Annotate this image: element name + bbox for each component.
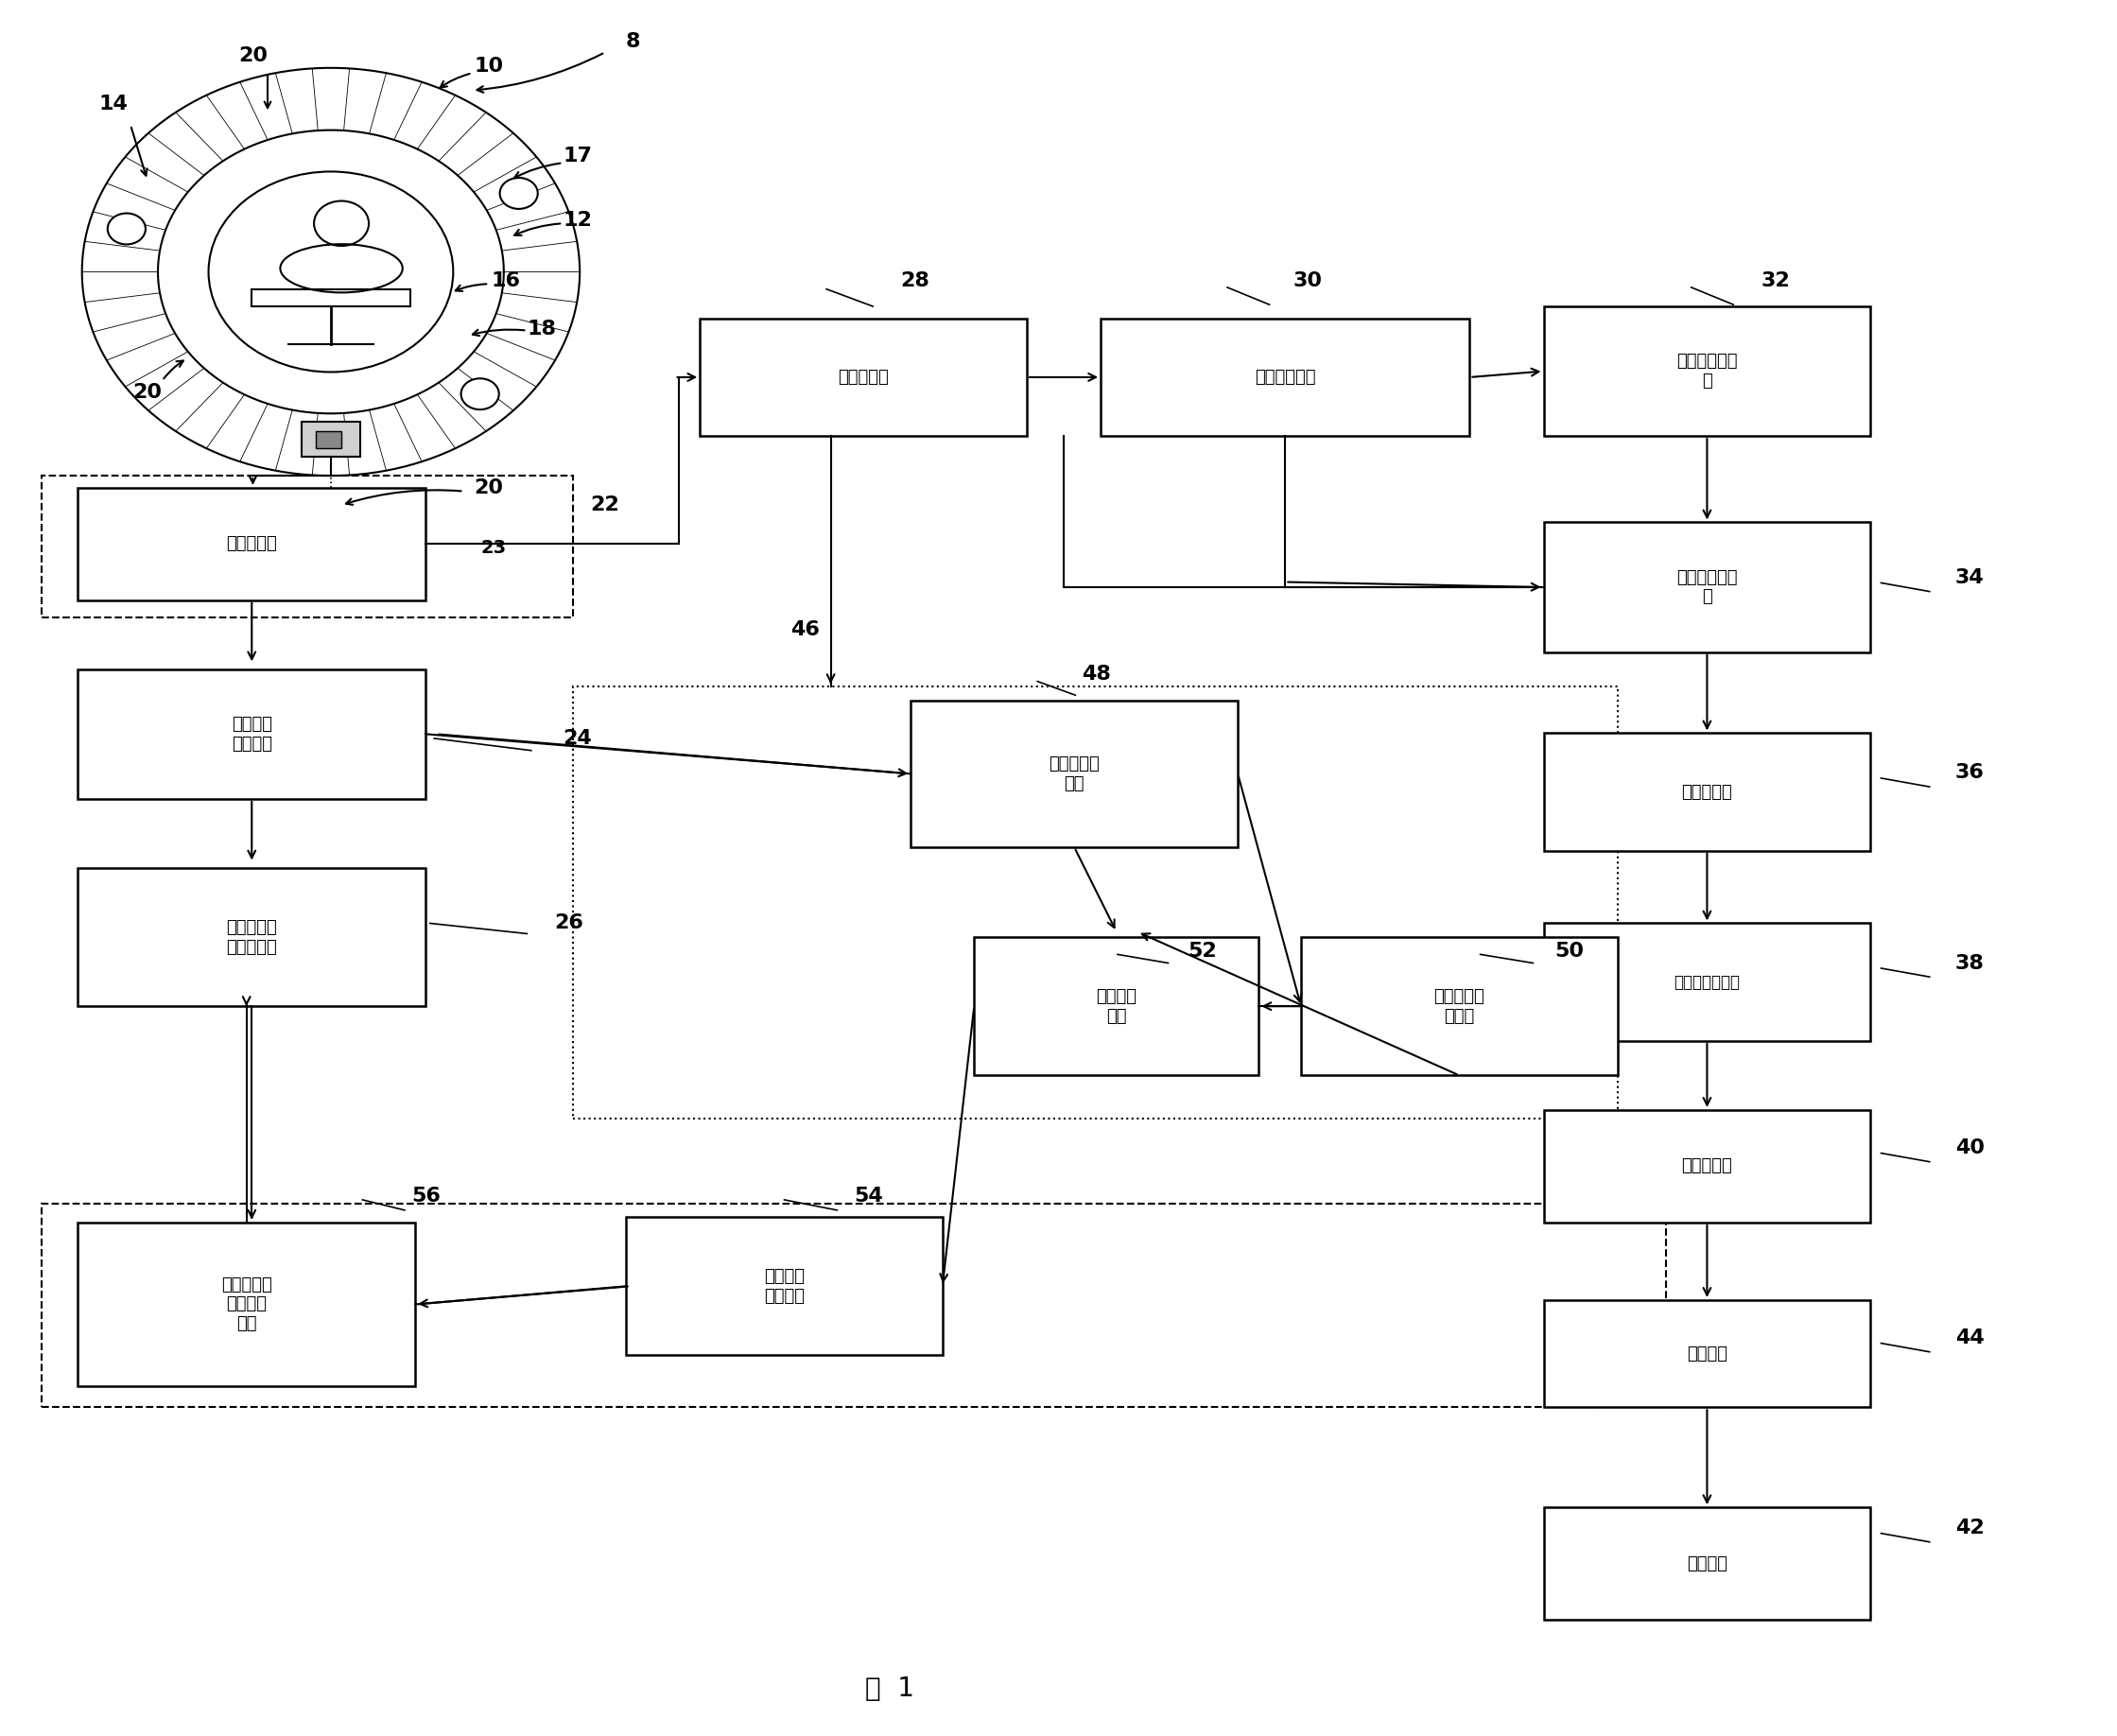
Text: 24: 24 [563,729,593,748]
Bar [1543,523,1871,653]
Text: 10: 10 [474,57,504,76]
Text: 48: 48 [1082,665,1111,684]
Text: 34: 34 [1956,568,1984,587]
Text: 44: 44 [1956,1328,1984,1347]
Text: 42: 42 [1956,1519,1984,1538]
Bar [1543,306,1871,436]
Text: 14: 14 [99,95,129,113]
Bar [1302,937,1617,1075]
Text: 50: 50 [1554,941,1584,960]
Text: 飞行时间检测
器: 飞行时间检测 器 [1677,352,1738,389]
Text: 图  1: 图 1 [866,1675,915,1701]
Text: 时间校准存
储器处理器: 时间校准存 储器处理器 [227,918,277,955]
Text: 38: 38 [1954,953,1984,972]
Text: 重建处理器: 重建处理器 [1681,783,1732,800]
Text: 更新时间校
准存储器
程序: 更新时间校 准存储器 程序 [220,1276,271,1333]
Text: 40: 40 [1954,1139,1984,1158]
Bar [1543,1507,1871,1620]
Text: 20: 20 [237,47,267,66]
Bar [78,1222,415,1387]
Text: 检测时间
校正器件: 检测时间 校正器件 [231,715,273,752]
Text: 12: 12 [563,210,593,229]
Text: 视频处理器: 视频处理器 [1681,1158,1732,1175]
Text: 23: 23 [481,540,506,557]
Text: 符合检测器: 符合检测器 [838,368,889,385]
Text: 52: 52 [1188,941,1217,960]
Text: 36: 36 [1954,764,1984,783]
Circle shape [108,214,146,245]
Text: 20: 20 [133,384,163,403]
Bar [1543,1300,1871,1408]
Text: 20: 20 [474,479,504,496]
Text: 8: 8 [625,33,639,52]
Bar [252,290,411,306]
Bar [1543,924,1871,1042]
Bar [78,868,426,1007]
Circle shape [462,378,500,410]
Bar [1101,318,1469,436]
Circle shape [500,177,538,208]
Text: 射线分段处理
器: 射线分段处理 器 [1677,569,1738,606]
Text: 符合对存储器: 符合对存储器 [1255,368,1317,385]
Bar [42,476,574,618]
Bar [315,431,341,448]
Bar [1543,1109,1871,1222]
Bar [627,1217,942,1356]
Text: 17: 17 [563,146,593,165]
Text: 56: 56 [411,1187,440,1207]
Text: 22: 22 [591,496,620,514]
Text: 校准源位置
存储器: 校准源位置 存储器 [1433,988,1484,1024]
Text: 诊断图像存储器: 诊断图像存储器 [1675,974,1740,991]
Bar [78,488,426,601]
Text: 54: 54 [853,1187,883,1207]
Bar [78,670,426,799]
Text: 16: 16 [491,271,521,290]
Text: 32: 32 [1761,271,1791,290]
Bar [574,686,1617,1118]
Text: 28: 28 [900,271,929,290]
Text: 识别校准源
程序: 识别校准源 程序 [1048,755,1099,792]
Text: 26: 26 [555,913,584,932]
Bar [974,937,1260,1075]
Text: 46: 46 [792,620,819,639]
Text: 时间校准
误差程序: 时间校准 误差程序 [764,1267,804,1304]
Text: 输出装置: 输出装置 [1687,1555,1727,1573]
Bar [701,318,1027,436]
Bar [301,422,360,457]
Bar [1543,733,1871,851]
Text: 控制界面: 控制界面 [1687,1345,1727,1363]
Text: 信号处理器: 信号处理器 [227,535,277,552]
Text: 30: 30 [1293,271,1321,290]
Bar [42,1203,1666,1408]
Text: 18: 18 [527,319,557,339]
Text: 时差时间
程序: 时差时间 程序 [1097,988,1137,1024]
Bar [910,700,1238,847]
